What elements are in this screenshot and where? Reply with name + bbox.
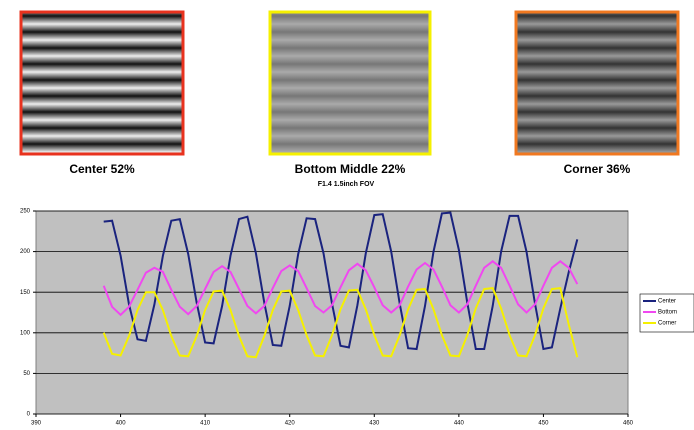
legend-label: Center — [658, 299, 676, 305]
x-tick-label: 390 — [31, 421, 42, 427]
y-tick-label: 150 — [20, 290, 31, 296]
panel-image — [270, 12, 430, 154]
panel-border — [268, 10, 432, 156]
y-tick-label: 0 — [27, 412, 31, 418]
panel-caption: Center 52% — [69, 162, 135, 176]
x-tick-label: 420 — [285, 421, 296, 427]
series-line — [102, 287, 579, 359]
x-tick-label: 430 — [369, 421, 380, 427]
y-tick-label: 250 — [20, 209, 31, 215]
legend-label: Bottom — [658, 310, 677, 316]
series-line — [102, 260, 579, 317]
legend-label: Corner — [658, 321, 676, 327]
x-tick-label: 460 — [623, 421, 634, 427]
chart-title: F1.4 1.5inch FOV — [318, 181, 375, 188]
panel-caption: Bottom Middle 22% — [295, 162, 406, 176]
y-tick-label: 50 — [23, 371, 30, 377]
y-tick-label: 200 — [20, 249, 31, 255]
panel-border — [514, 10, 680, 156]
panel-caption: Corner 36% — [564, 162, 631, 176]
x-tick-label: 400 — [116, 421, 127, 427]
x-tick-label: 410 — [200, 421, 211, 427]
x-tick-label: 450 — [538, 421, 549, 427]
panel-image — [21, 12, 183, 154]
plot-area — [35, 210, 629, 415]
panel-border — [19, 10, 185, 156]
x-tick-label: 440 — [454, 421, 465, 427]
panel-image — [516, 12, 678, 154]
y-tick-label: 100 — [20, 330, 31, 336]
series-line — [103, 211, 579, 351]
